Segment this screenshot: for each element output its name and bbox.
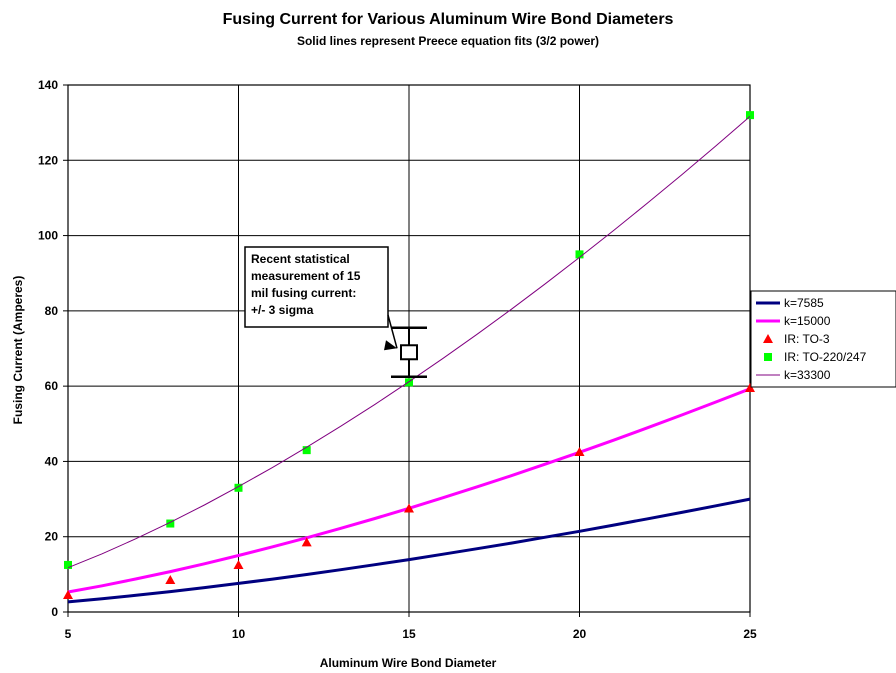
x-tick-label: 20	[573, 627, 587, 641]
triangle-marker	[745, 383, 755, 393]
annotation-text: mil fusing current:	[251, 286, 356, 300]
triangle-marker	[574, 447, 585, 457]
legend-label: IR: TO-220/247	[784, 350, 867, 364]
plot-series	[63, 111, 755, 604]
legend-swatch-square	[764, 353, 772, 361]
legend-label: k=7585	[784, 296, 824, 310]
x-tick-label: 25	[743, 627, 757, 641]
annotation-text: +/- 3 sigma	[251, 303, 314, 317]
y-tick-label: 140	[38, 78, 58, 92]
square-marker	[166, 519, 175, 528]
series-line-4	[67, 116, 751, 569]
legend-label: k=15000	[784, 314, 831, 328]
annotation-text: measurement of 15	[251, 269, 361, 283]
annotation-arrowhead	[384, 340, 397, 351]
legend-swatch-triangle	[763, 334, 773, 343]
triangle-marker	[63, 590, 73, 600]
triangle-marker	[233, 559, 244, 569]
legend-label: IR: TO-3	[784, 332, 830, 346]
square-marker	[575, 250, 584, 259]
y-tick-label: 120	[38, 153, 58, 167]
chart-title: Fusing Current for Various Aluminum Wire…	[223, 11, 674, 28]
annotation-text: Recent statistical	[251, 252, 350, 266]
y-tick-label: 40	[45, 454, 59, 468]
legend-label: k=33300	[784, 368, 831, 382]
chart-subtitle: Solid lines represent Preece equation fi…	[297, 34, 599, 48]
triangle-marker	[165, 575, 176, 585]
legend-box	[750, 290, 896, 388]
series-line-0	[67, 497, 751, 604]
triangle-marker	[301, 537, 312, 547]
square-marker	[405, 378, 413, 387]
y-tick-label: 80	[45, 304, 59, 318]
y-tick-label: 20	[45, 530, 59, 544]
square-marker	[64, 560, 72, 569]
x-axis-label: Aluminum Wire Bond Diameter	[320, 656, 497, 670]
axis-ticks: 5 10 15 20 25 0 20 40 60 80 100 120 140	[38, 78, 757, 641]
triangle-marker	[404, 503, 414, 513]
x-tick-label: 15	[402, 627, 416, 641]
annotation: Recent statistical measurement of 15 mil f…	[244, 246, 427, 378]
x-tick-label: 10	[232, 627, 246, 641]
y-axis-label: Fusing Current (Amperes)	[11, 276, 25, 425]
annotation-box	[244, 246, 389, 328]
x-tick-label: 5	[65, 627, 72, 641]
y-tick-label: 100	[38, 229, 58, 243]
legend: k=7585 k=15000 IR: TO-3 IR: TO-220/247 k=333…	[750, 290, 896, 388]
y-tick-label: 0	[51, 605, 58, 619]
square-marker	[302, 446, 311, 455]
annotation-arrow-shaft	[387, 314, 398, 349]
square-marker	[234, 483, 243, 492]
y-tick-label: 60	[45, 379, 59, 393]
error-bar-center-marker	[400, 344, 418, 361]
square-marker	[746, 111, 754, 120]
